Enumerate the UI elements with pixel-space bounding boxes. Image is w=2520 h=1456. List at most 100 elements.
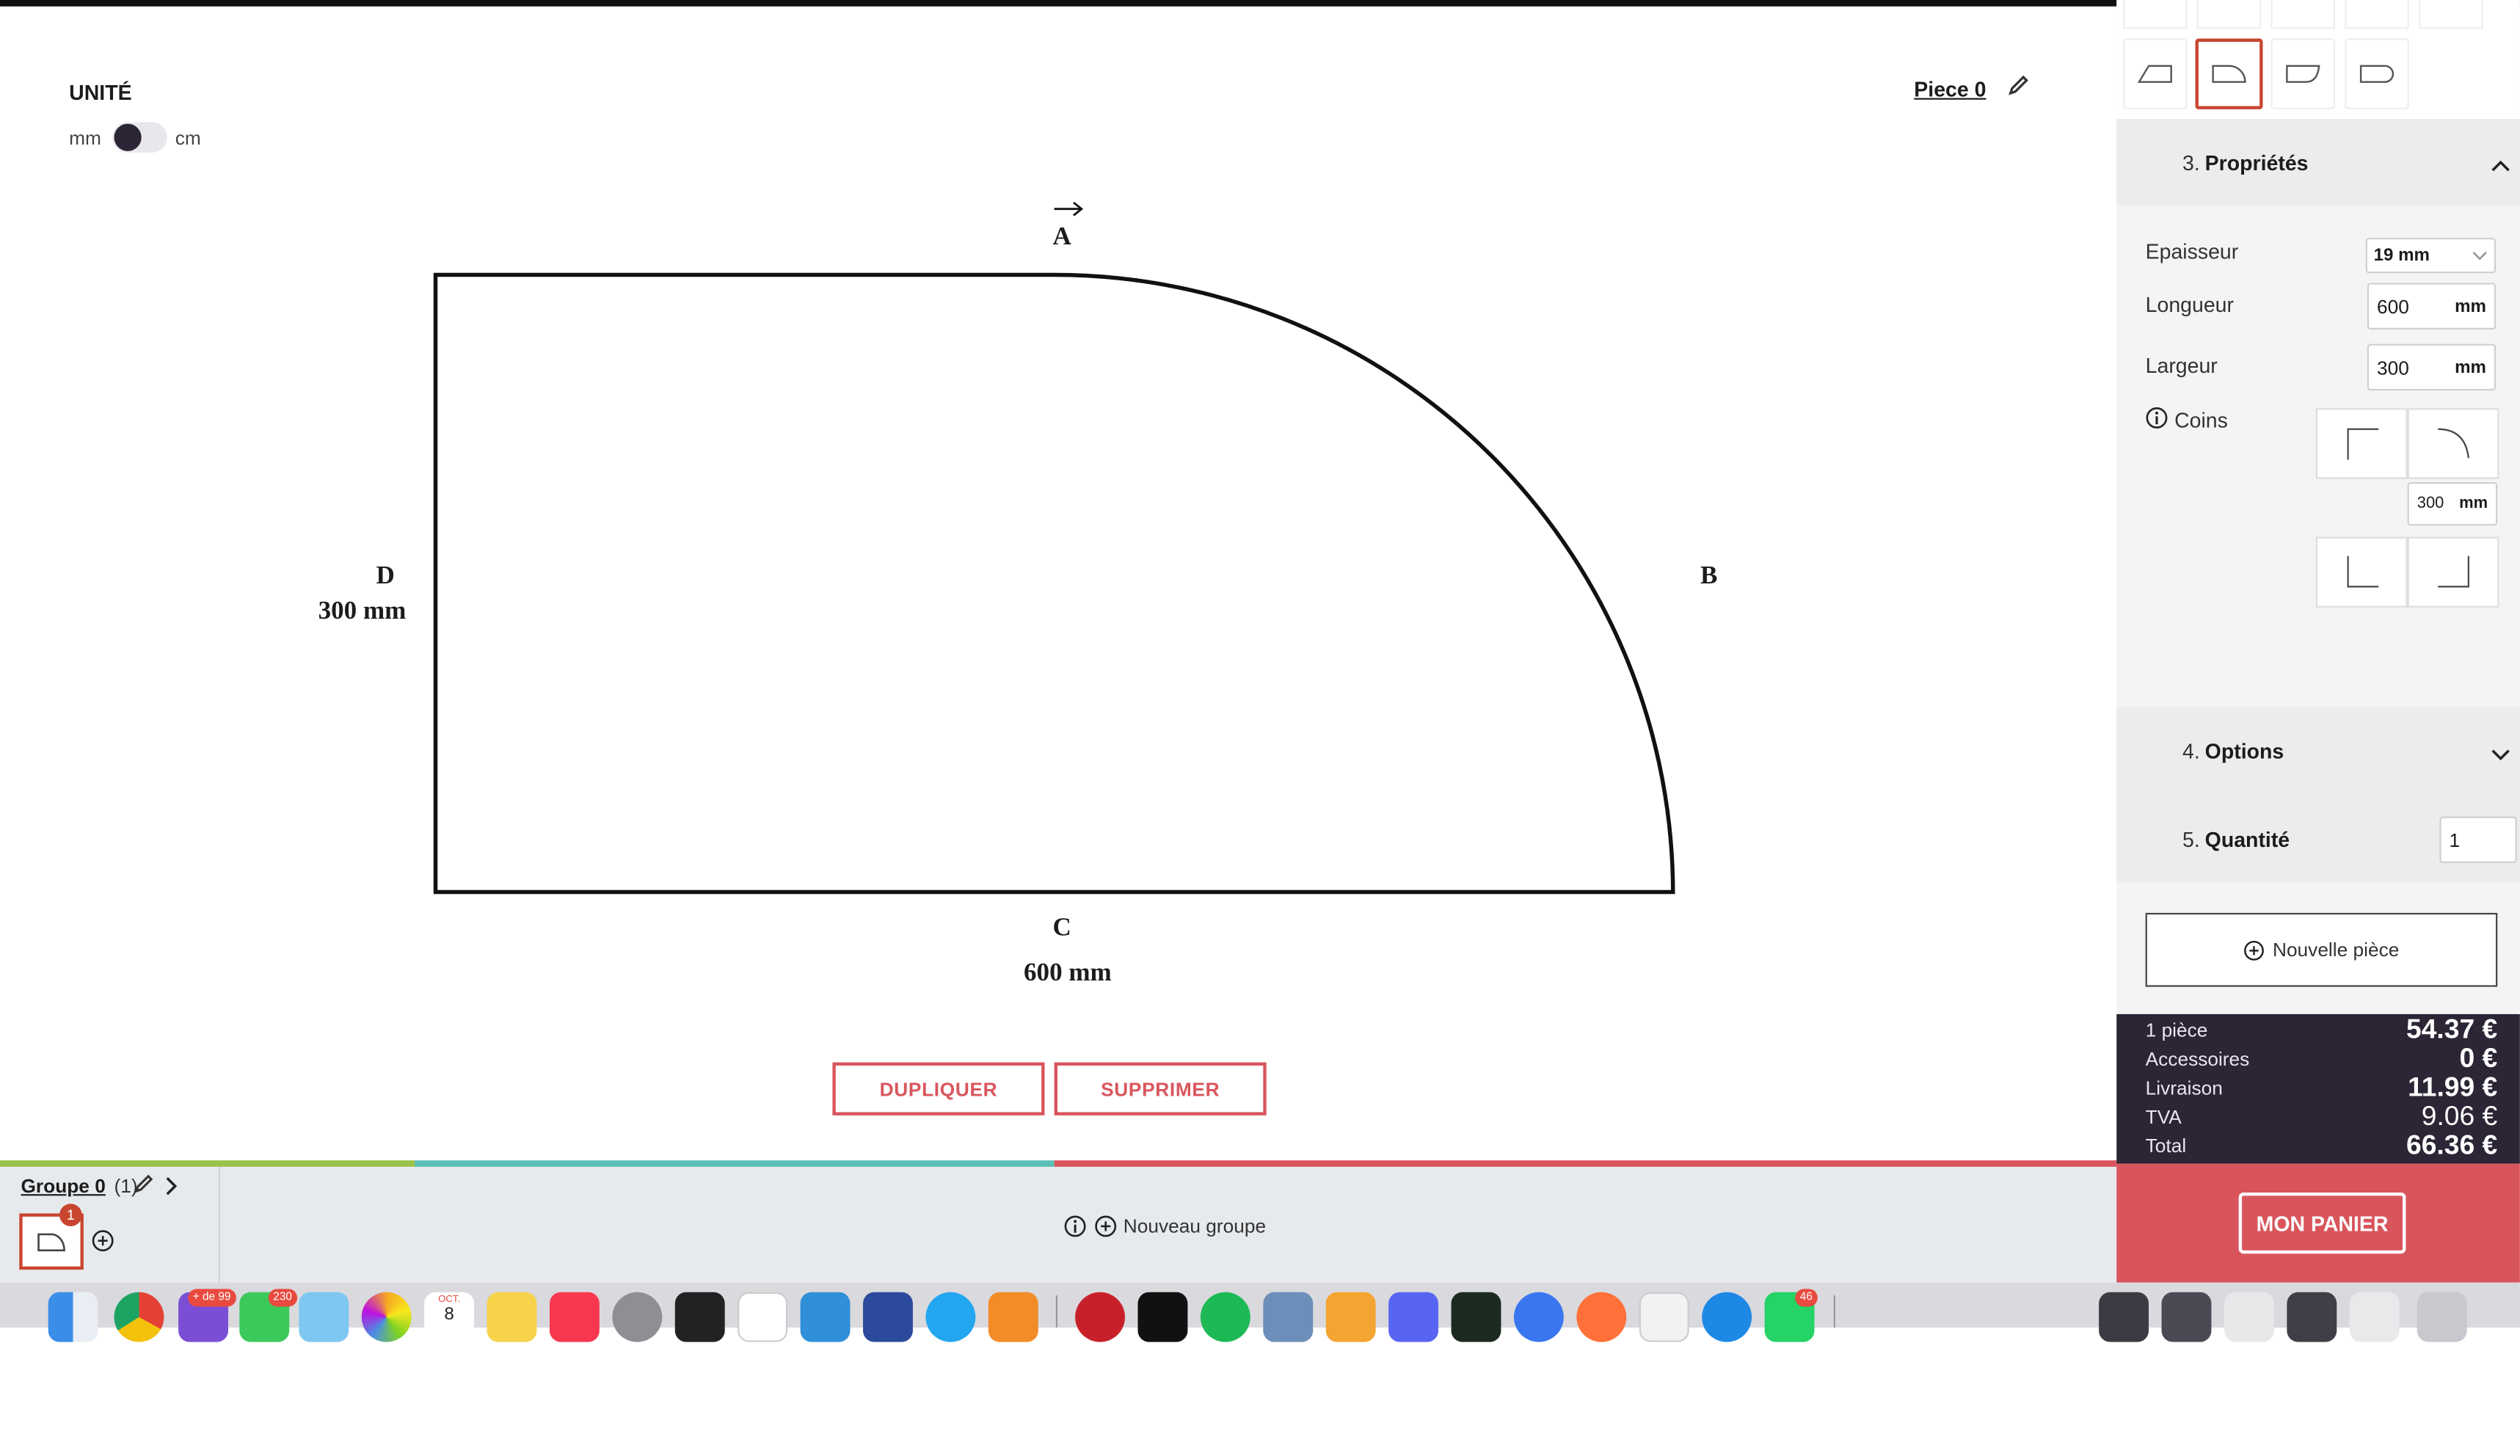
corner-top-right-button[interactable] — [2407, 408, 2499, 479]
rounded-end-shape-icon — [2359, 65, 2395, 83]
recent-window-icon[interactable] — [2099, 1292, 2149, 1342]
options-header[interactable] — [2116, 707, 2520, 794]
notes-icon[interactable] — [487, 1292, 537, 1342]
recent-window-icon[interactable] — [2349, 1292, 2400, 1342]
info-icon[interactable] — [1064, 1215, 1087, 1238]
calendar-month: OCT. — [438, 1295, 461, 1306]
trash-icon[interactable] — [2417, 1292, 2467, 1342]
recent-window-icon[interactable] — [2224, 1292, 2274, 1342]
price-value: 66.36 € — [2406, 1129, 2498, 1161]
quarter-round-shape-icon — [2212, 65, 2246, 83]
discord-icon[interactable] — [1388, 1292, 1439, 1342]
signal-icon[interactable] — [1513, 1292, 1564, 1342]
dock-separator — [1833, 1295, 1835, 1328]
add-piece-icon — [2244, 939, 2265, 960]
properties-header[interactable] — [2116, 119, 2520, 206]
terminal-icon[interactable] — [674, 1292, 725, 1342]
textedit-icon[interactable] — [1639, 1292, 1689, 1342]
vscode-icon[interactable] — [800, 1292, 851, 1342]
firefox-icon[interactable] — [1576, 1292, 1627, 1342]
activity-monitor-icon[interactable] — [1451, 1292, 1501, 1342]
messages-badge: 230 — [268, 1289, 297, 1307]
finder-icon[interactable] — [48, 1292, 98, 1342]
maps-icon[interactable] — [299, 1292, 349, 1342]
audio-app-icon[interactable] — [863, 1292, 913, 1342]
unit-mm-label: mm — [69, 127, 101, 150]
price-value: 0 € — [2459, 1043, 2498, 1074]
edit-group-icon[interactable] — [134, 1173, 154, 1194]
length-value: 600 — [2377, 294, 2409, 318]
piece-title[interactable]: Piece 0 — [1914, 77, 1986, 101]
corner-radius-value: 300 — [2417, 495, 2444, 513]
group-count: (1) — [114, 1174, 138, 1198]
piece-outline — [433, 272, 1675, 895]
corner-bottom-left-button[interactable] — [2315, 536, 2408, 608]
unit-title: UNITÉ — [69, 80, 132, 105]
unit-toggle[interactable] — [112, 122, 167, 153]
preview-icon[interactable] — [1263, 1292, 1314, 1342]
shape-trapezoid-button[interactable] — [2122, 38, 2188, 109]
options-number: 4. — [2182, 739, 2200, 764]
price-row-total: Total 66.36 € — [2146, 1129, 2498, 1161]
properties-number: 3. — [2182, 150, 2200, 175]
quarter-round-shape-icon — [37, 1232, 65, 1251]
edit-piece-icon[interactable] — [2007, 74, 2030, 97]
height-dimension: 300 mm — [318, 597, 407, 625]
chevron-right-icon[interactable] — [164, 1175, 180, 1195]
corners-info-icon[interactable] — [2146, 407, 2168, 429]
safari-icon[interactable] — [1702, 1292, 1752, 1342]
price-label: Livraison — [2145, 1077, 2223, 1099]
pages-icon[interactable] — [1325, 1292, 1376, 1342]
top-bar — [0, 0, 2520, 7]
add-piece-icon[interactable] — [92, 1229, 114, 1252]
chrome-icon[interactable] — [114, 1292, 164, 1342]
length-input[interactable]: 600 mm — [2367, 283, 2497, 330]
shape-rounded-end-button[interactable] — [2345, 38, 2409, 109]
podcast-app-icon[interactable] — [1075, 1292, 1125, 1342]
fruity-loops-icon[interactable] — [988, 1292, 1038, 1342]
music-icon[interactable] — [549, 1292, 600, 1342]
notion-icon[interactable] — [738, 1292, 788, 1342]
settings-icon[interactable] — [612, 1292, 663, 1342]
thickness-select[interactable]: 19 mm — [2365, 238, 2497, 274]
corner-radius-unit: mm — [2459, 495, 2488, 513]
recent-window-icon[interactable] — [2287, 1292, 2337, 1342]
length-label: Longueur — [2145, 292, 2234, 317]
cart-button[interactable]: MON PANIER — [2238, 1192, 2406, 1254]
price-row-vat: TVA 9.06 € — [2146, 1101, 2498, 1132]
photos-icon[interactable] — [361, 1292, 412, 1342]
calendar-day: 8 — [444, 1305, 454, 1325]
corner-bottom-right-button[interactable] — [2407, 536, 2499, 608]
corner-radius-input[interactable]: 300 mm — [2407, 482, 2498, 526]
new-piece-button[interactable]: Nouvelle pièce — [2145, 912, 2498, 987]
chevron-down-icon[interactable] — [2489, 743, 2512, 761]
side-c-label: C — [1052, 914, 1071, 942]
duplicate-button[interactable]: DUPLIQUER — [832, 1062, 1045, 1115]
delete-button[interactable]: SUPPRIMER — [1054, 1062, 1267, 1115]
side-d-label: D — [376, 562, 395, 590]
deezer-icon[interactable] — [1137, 1292, 1188, 1342]
new-piece-label: Nouvelle pièce — [2272, 938, 2400, 961]
chevron-down-icon — [2472, 250, 2487, 260]
group-name[interactable]: Groupe 0 — [21, 1174, 106, 1198]
price-label: Accessoires — [2145, 1047, 2250, 1071]
price-row-accessories: Accessoires 0 € — [2145, 1043, 2498, 1074]
corner-top-left-button[interactable] — [2315, 408, 2408, 479]
thickness-value: 19 mm — [2373, 246, 2430, 266]
price-value: 11.99 € — [2408, 1071, 2498, 1103]
shape-row-top — [2122, 0, 2493, 32]
width-input[interactable]: 300 mm — [2367, 343, 2497, 391]
browser-circle-icon[interactable] — [925, 1292, 976, 1342]
price-value: 54.37 € — [2406, 1013, 2498, 1045]
calendar-icon[interactable]: OCT. 8 — [424, 1292, 475, 1342]
progress-line — [0, 1160, 2117, 1167]
quantity-input[interactable]: 1 — [2439, 816, 2517, 864]
chevron-up-icon[interactable] — [2489, 153, 2512, 172]
options-title: Options — [2204, 739, 2284, 764]
spotify-icon[interactable] — [1200, 1292, 1250, 1342]
width-value: 300 — [2377, 356, 2409, 379]
shape-curved-side-button[interactable] — [2270, 38, 2336, 109]
new-group-button[interactable]: Nouveau groupe — [1094, 1213, 1266, 1239]
recent-window-icon[interactable] — [2161, 1292, 2212, 1342]
shape-quarter-round-button[interactable] — [2195, 38, 2263, 109]
